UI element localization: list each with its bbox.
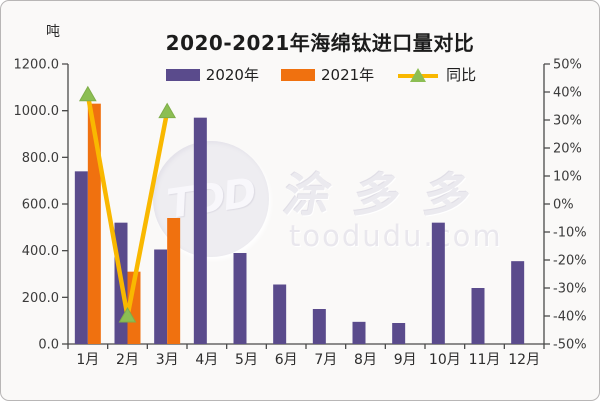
- bar-2020年-9月: [392, 323, 406, 344]
- x-axis-category-label: 12月: [508, 352, 540, 368]
- x-axis-category-label: 6月: [275, 352, 298, 368]
- chart-title: 2020-2021年海绵钛进口量对比: [165, 31, 475, 55]
- bar-2020年-7月: [312, 309, 326, 344]
- right-axis-tick-label: 0%: [553, 198, 574, 213]
- bar-2020年-3月: [154, 249, 168, 344]
- x-axis-category-label: 10月: [429, 352, 461, 368]
- legend-label-2020: 2020年: [205, 66, 259, 84]
- bar-2020年-6月: [273, 284, 287, 344]
- yoy-marker-3月: [158, 102, 177, 119]
- right-axis-tick-label: 50%: [553, 58, 582, 73]
- x-axis-category-label: 8月: [354, 352, 377, 368]
- left-axis-tick-label: 1000.0: [14, 104, 60, 119]
- bar-2020年-1月: [74, 171, 88, 344]
- right-axis-tick-label: -40%: [553, 310, 587, 325]
- watermark-domain-text: toodudu.com: [289, 219, 503, 253]
- right-axis-tick-label: -50%: [553, 338, 587, 353]
- x-axis-category-label: 7月: [314, 352, 337, 368]
- bar-2020年-12月: [511, 261, 525, 344]
- bar-2020年-8月: [352, 321, 366, 344]
- bar-2021年-3月: [167, 218, 181, 344]
- legend-swatch-2020-icon: [165, 68, 200, 81]
- bar-2020年-5月: [233, 253, 247, 344]
- x-axis-category-label: 2月: [116, 352, 139, 368]
- legend-item-2021: 2021年: [280, 64, 375, 85]
- yoy-line-icon: [396, 67, 440, 83]
- x-axis-category-label: 5月: [235, 352, 258, 368]
- bar-2020年-11月: [471, 288, 485, 344]
- x-axis-category-label: 1月: [76, 352, 99, 368]
- x-axis-category-label: 4月: [195, 352, 218, 368]
- right-axis-tick-label: -30%: [553, 282, 587, 297]
- legend-item-2020: 2020年: [165, 64, 259, 85]
- bar-2021年-1月: [87, 103, 101, 345]
- legend-item-yoy: 同比: [396, 64, 476, 85]
- legend: 2020年 2021年 同比: [71, 64, 571, 85]
- right-axis-tick-label: 10%: [553, 170, 582, 185]
- legend-label-2021: 2021年: [320, 66, 375, 84]
- bar-2020年-4月: [193, 117, 207, 345]
- left-axis-tick-label: 400.0: [22, 244, 59, 259]
- x-axis-category-label: 3月: [156, 352, 179, 368]
- right-axis-tick-label: 30%: [553, 114, 582, 129]
- left-axis-tick-label: 0.0: [38, 338, 59, 353]
- legend-label-yoy: 同比: [446, 66, 477, 84]
- left-axis-unit-label: 吨: [46, 24, 60, 40]
- right-axis-tick-label: 20%: [553, 142, 582, 157]
- right-axis-tick-label: -10%: [553, 226, 587, 241]
- x-axis-category-label: 11月: [469, 352, 501, 368]
- yoy-marker-1月: [78, 85, 97, 102]
- x-axis-category-label: 9月: [394, 352, 417, 368]
- left-axis-tick-label: 200.0: [22, 291, 59, 306]
- left-axis-tick-label: 600.0: [22, 198, 59, 213]
- left-axis-tick-label: 800.0: [22, 151, 59, 166]
- bar-2020年-10月: [431, 222, 445, 344]
- right-axis-tick-label: 40%: [553, 86, 582, 101]
- right-axis-tick-label: -20%: [553, 254, 587, 269]
- left-axis-tick-label: 1200.0: [14, 58, 60, 73]
- yoy-marker-2月: [118, 306, 137, 323]
- legend-swatch-2021-icon: [280, 68, 315, 81]
